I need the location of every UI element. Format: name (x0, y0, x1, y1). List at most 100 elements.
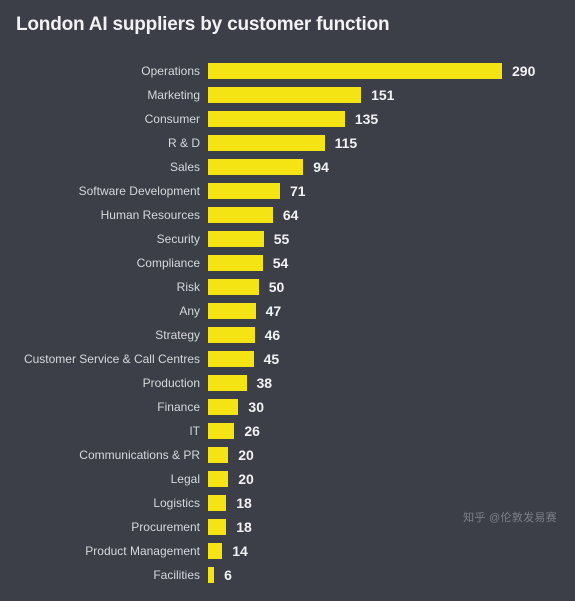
bar-label: R & D (16, 136, 208, 150)
bar-label: Risk (16, 280, 208, 294)
bar-track: 290 (208, 60, 559, 82)
bar-label: Legal (16, 472, 208, 486)
bar-label: Facilities (16, 568, 208, 582)
bar-fill (208, 351, 254, 367)
bar-fill (208, 543, 222, 559)
bar-value: 6 (214, 567, 232, 583)
bar-track: 46 (208, 324, 559, 346)
bar-value: 45 (254, 351, 280, 367)
bar-value: 47 (256, 303, 282, 319)
bar-value: 94 (303, 159, 329, 175)
bar-track: 55 (208, 228, 559, 250)
bar-fill (208, 399, 238, 415)
bar-label: Communications & PR (16, 448, 208, 462)
bars-area: Operations 290 Marketing 151 Consumer 135 R & … (16, 60, 559, 588)
bar-track: 18 (208, 492, 559, 514)
bar-row: Production 38 (16, 372, 559, 394)
bar-track: 20 (208, 468, 559, 490)
bar-value: 64 (273, 207, 299, 223)
bar-fill (208, 495, 226, 511)
bar-label: Logistics (16, 496, 208, 510)
bar-fill (208, 63, 502, 79)
bar-value: 30 (238, 399, 264, 415)
bar-label: Software Development (16, 184, 208, 198)
bar-label: Compliance (16, 256, 208, 270)
bar-fill (208, 279, 259, 295)
bar-row: Logistics 18 (16, 492, 559, 514)
bar-track: 115 (208, 132, 559, 154)
bar-label: Operations (16, 64, 208, 78)
bar-value: 14 (222, 543, 248, 559)
bar-track: 45 (208, 348, 559, 370)
bar-fill (208, 423, 234, 439)
bar-fill (208, 135, 325, 151)
bar-label: Sales (16, 160, 208, 174)
bar-track: 20 (208, 444, 559, 466)
bar-value: 55 (264, 231, 290, 247)
bar-track: 6 (208, 564, 559, 586)
bar-row: Marketing 151 (16, 84, 559, 106)
bar-label: Human Resources (16, 208, 208, 222)
bar-row: Security 55 (16, 228, 559, 250)
bar-label: Production (16, 376, 208, 390)
bar-track: 50 (208, 276, 559, 298)
bar-value: 26 (234, 423, 260, 439)
bar-row: Communications & PR 20 (16, 444, 559, 466)
bar-track: 30 (208, 396, 559, 418)
bar-row: R & D 115 (16, 132, 559, 154)
bar-row: Customer Service & Call Centres 45 (16, 348, 559, 370)
bar-fill (208, 207, 273, 223)
bar-fill (208, 471, 228, 487)
bar-label: Strategy (16, 328, 208, 342)
bar-value: 135 (345, 111, 378, 127)
bar-fill (208, 519, 226, 535)
bar-label: Marketing (16, 88, 208, 102)
bar-fill (208, 327, 255, 343)
bar-value: 50 (259, 279, 285, 295)
bar-row: Strategy 46 (16, 324, 559, 346)
bar-row: Human Resources 64 (16, 204, 559, 226)
bar-fill (208, 303, 256, 319)
bar-row: Compliance 54 (16, 252, 559, 274)
bar-value: 71 (280, 183, 306, 199)
bar-label: Product Management (16, 544, 208, 558)
bar-fill (208, 159, 303, 175)
bar-fill (208, 183, 280, 199)
bar-track: 71 (208, 180, 559, 202)
bar-row: Any 47 (16, 300, 559, 322)
bar-row: Software Development 71 (16, 180, 559, 202)
bar-row: Procurement 18 (16, 516, 559, 538)
bar-track: 38 (208, 372, 559, 394)
bar-fill (208, 255, 263, 271)
bar-value: 54 (263, 255, 289, 271)
bar-value: 18 (226, 495, 252, 511)
bar-row: Sales 94 (16, 156, 559, 178)
bar-fill (208, 111, 345, 127)
bar-track: 26 (208, 420, 559, 442)
bar-label: Procurement (16, 520, 208, 534)
bar-label: Consumer (16, 112, 208, 126)
bar-row: Product Management 14 (16, 540, 559, 562)
bar-row: Operations 290 (16, 60, 559, 82)
bar-track: 47 (208, 300, 559, 322)
bar-value: 38 (247, 375, 273, 391)
bar-value: 20 (228, 447, 254, 463)
bar-fill (208, 447, 228, 463)
bar-label: Customer Service & Call Centres (16, 352, 208, 366)
bar-label: Security (16, 232, 208, 246)
bar-track: 94 (208, 156, 559, 178)
bar-value: 20 (228, 471, 254, 487)
bar-value: 151 (361, 87, 394, 103)
bar-label: Finance (16, 400, 208, 414)
bar-value: 115 (325, 135, 358, 151)
bar-value: 18 (226, 519, 252, 535)
bar-track: 18 (208, 516, 559, 538)
bar-value: 46 (255, 327, 281, 343)
bar-label: Any (16, 304, 208, 318)
bar-row: Legal 20 (16, 468, 559, 490)
bar-track: 151 (208, 84, 559, 106)
bar-track: 54 (208, 252, 559, 274)
bar-row: Risk 50 (16, 276, 559, 298)
chart-container: London AI suppliers by customer function… (0, 0, 575, 601)
bar-value: 290 (502, 63, 535, 79)
